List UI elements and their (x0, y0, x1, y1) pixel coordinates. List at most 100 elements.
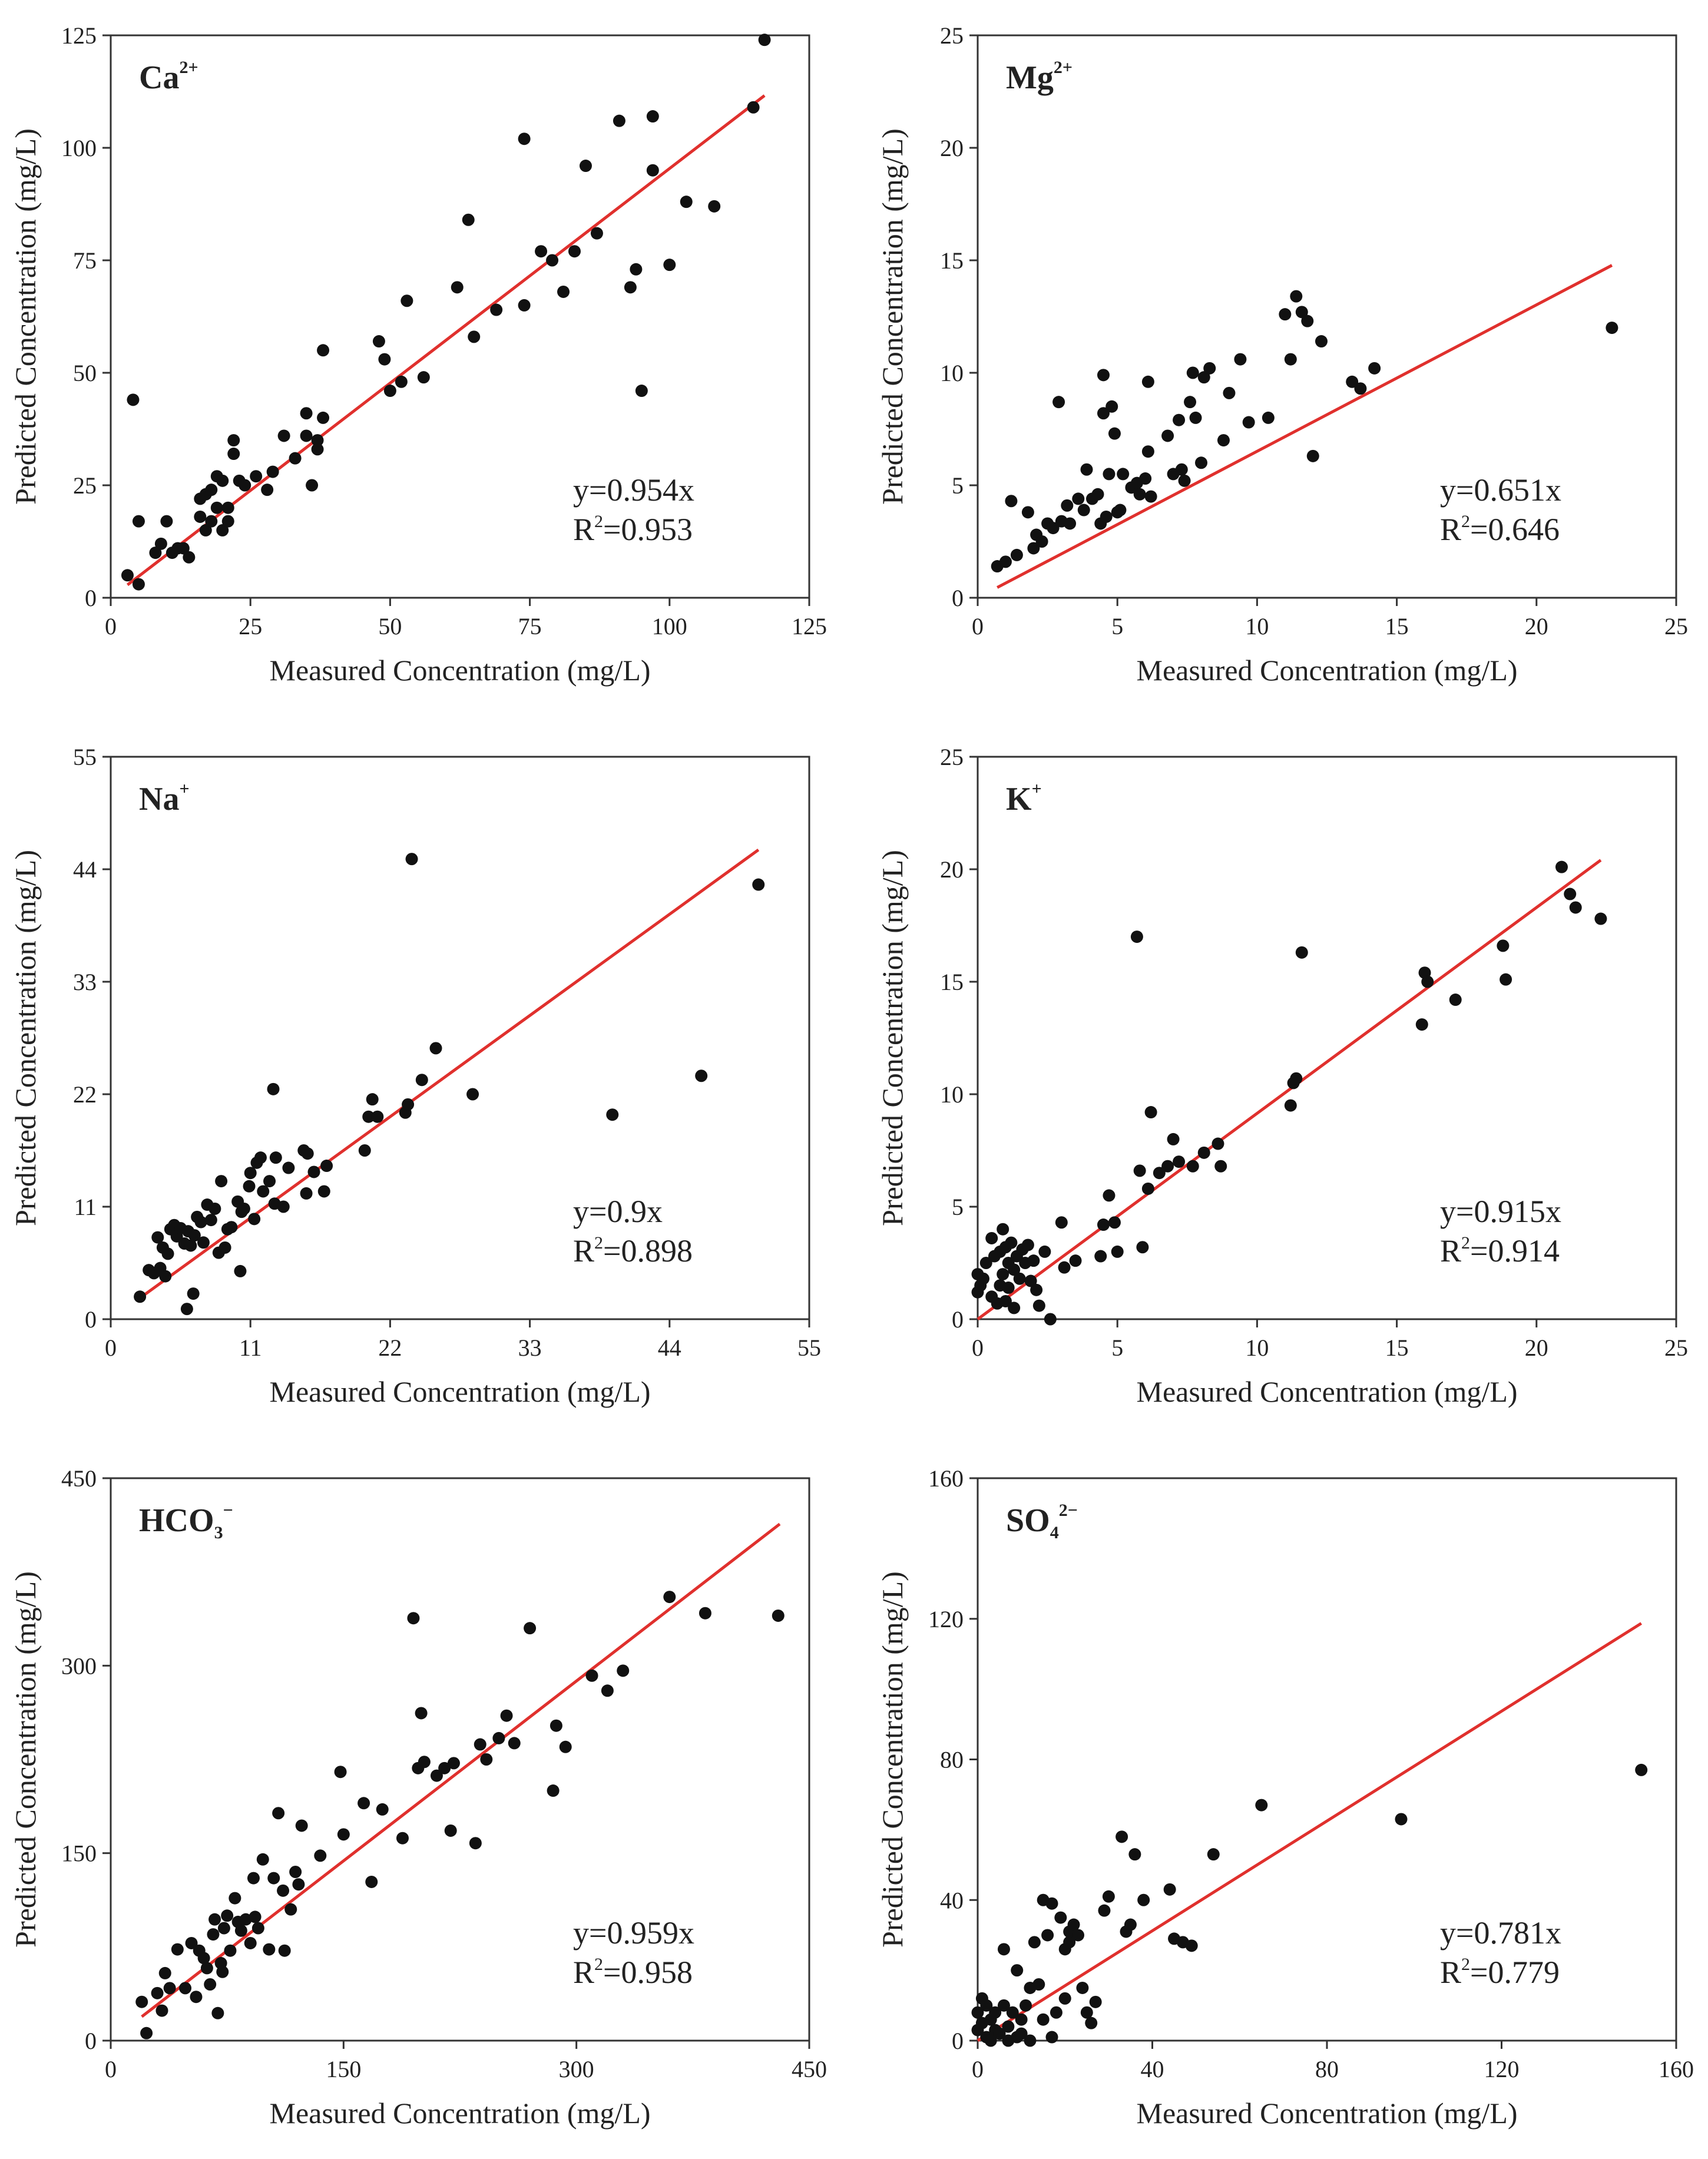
data-point (1091, 488, 1104, 501)
chart-panel-2: 0 5 10 15 20 25 0 5 10 15 20 25 Measured Concentrati… (876, 22, 1688, 687)
data-point (227, 434, 240, 447)
y-tick-label: 25 (73, 472, 97, 499)
data-point (1008, 1263, 1021, 1276)
data-point (1098, 1904, 1111, 1917)
x-tick-label: 20 (1525, 613, 1548, 640)
data-point (314, 1849, 327, 1862)
ion-base: HCO (139, 1502, 214, 1539)
x-tick-label: 44 (658, 1335, 681, 1361)
plot-frame (110, 1477, 810, 2042)
ion-label: HCO3− (139, 1501, 233, 1542)
data-point (546, 254, 559, 267)
data-point (1050, 2006, 1062, 2019)
data-point (1594, 912, 1607, 925)
data-point (1290, 1072, 1303, 1085)
data-point (646, 110, 659, 123)
y-tick-label: 0 (952, 1306, 964, 1333)
data-point (1295, 946, 1308, 959)
data-point (415, 1707, 428, 1720)
x-tick-label: 5 (1111, 1335, 1123, 1361)
ion-label: Na+ (139, 779, 190, 817)
plot-frame (110, 34, 810, 599)
data-point (1021, 1239, 1034, 1251)
data-point (277, 1884, 290, 1897)
data-point (134, 1290, 147, 1303)
data-point (468, 330, 481, 343)
data-point (151, 1986, 164, 1999)
data-point (590, 227, 603, 240)
data-point (1019, 1999, 1032, 2012)
x-axis-title: Measured Concentration (mg/L) (1136, 654, 1517, 687)
data-point (1024, 2034, 1037, 2047)
data-point (997, 1999, 1010, 2012)
chart-panel-5: 0 150 300 450 0 150 300 450 Measured Concentrati… (9, 1465, 827, 2130)
data-point (248, 1213, 261, 1226)
data-point (396, 1832, 409, 1845)
y-axis-title: Predicted Concentration (mg/L) (876, 128, 909, 505)
ion-subscript: 3 (214, 1523, 223, 1542)
data-point (204, 1214, 217, 1227)
x-tick-label: 0 (105, 2056, 117, 2082)
data-point (635, 385, 648, 398)
plot-frame (977, 756, 1677, 1320)
ion-label: SO42− (1006, 1501, 1078, 1542)
data-point (263, 1175, 276, 1188)
data-point (358, 1144, 371, 1157)
data-point (1064, 517, 1077, 530)
data-point (1027, 1254, 1040, 1267)
data-point (1010, 548, 1023, 561)
data-point (307, 1165, 320, 1178)
data-point (155, 2004, 168, 2017)
ion-superscript: − (223, 1501, 233, 1520)
x-tick-label: 75 (518, 613, 542, 640)
data-point (1124, 1918, 1137, 1931)
data-point (1301, 314, 1314, 327)
data-point (500, 1709, 513, 1722)
y-tick-label: 5 (952, 1194, 964, 1220)
data-point (362, 1110, 375, 1123)
data-point (407, 1612, 420, 1625)
chart-panel-3: 0 11 22 33 44 55 0 11 22 33 44 55 Measured Concentra… (9, 744, 821, 1408)
data-point (180, 1303, 193, 1316)
regression-line (126, 94, 766, 587)
data-point (430, 1769, 443, 1782)
data-point (205, 515, 218, 528)
data-point (1189, 411, 1202, 424)
data-point (1072, 492, 1085, 505)
x-tick-label: 20 (1525, 1335, 1548, 1361)
r2-value: =0.898 (603, 1233, 693, 1269)
data-point (1045, 1897, 1058, 1910)
data-point (1421, 975, 1434, 988)
data-point (1058, 1992, 1071, 2005)
data-point (601, 1684, 614, 1697)
data-point (1242, 416, 1255, 429)
data-point (272, 1807, 285, 1820)
data-point (1234, 353, 1247, 366)
data-point (234, 1264, 247, 1277)
data-point (579, 160, 592, 173)
data-point (438, 1761, 451, 1774)
data-point (1103, 1189, 1116, 1202)
plot-frame (977, 1477, 1677, 2042)
y-tick-label: 25 (940, 744, 964, 770)
data-point (1097, 1218, 1110, 1231)
data-point (1315, 335, 1328, 348)
y-tick-label: 75 (73, 247, 97, 274)
data-point (1013, 1272, 1026, 1285)
data-point (171, 1943, 184, 1956)
data-point (630, 263, 643, 276)
data-point (613, 114, 625, 127)
r2-value: =0.646 (1470, 512, 1560, 547)
data-point (1449, 994, 1462, 1006)
data-point (1071, 1929, 1084, 1942)
data-point (1212, 1137, 1224, 1150)
x-tick-label: 15 (1385, 1335, 1409, 1361)
data-point (405, 853, 418, 866)
data-point (194, 1216, 207, 1228)
data-point (1054, 1911, 1067, 1924)
data-point (1186, 366, 1199, 379)
r2-prefix: R (573, 512, 594, 547)
data-point (158, 1966, 171, 1979)
equation-label: y=0.915x (1440, 1194, 1561, 1229)
x-tick-label: 10 (1245, 613, 1269, 640)
